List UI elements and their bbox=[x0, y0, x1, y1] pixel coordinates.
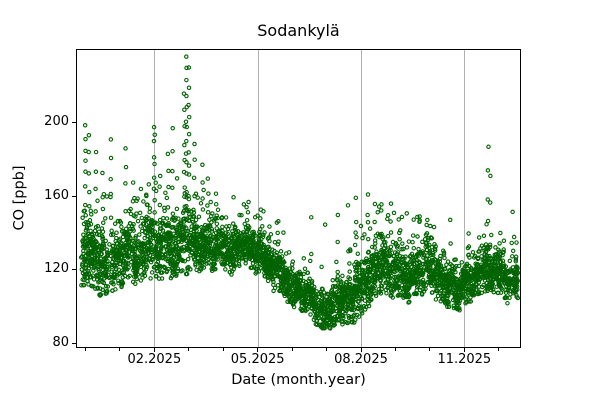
x-tick-minor bbox=[498, 348, 500, 351]
y-tick-label: 80 bbox=[52, 334, 69, 350]
x-tick-minor bbox=[119, 348, 121, 351]
y-tick bbox=[72, 195, 76, 197]
y-tick bbox=[72, 269, 76, 271]
x-tick-major bbox=[153, 348, 155, 352]
x-tick-minor bbox=[326, 348, 328, 351]
x-tick-minor bbox=[429, 348, 431, 351]
y-tick bbox=[72, 122, 76, 124]
plot-area bbox=[76, 49, 521, 348]
x-tick-minor bbox=[394, 348, 396, 351]
x-tick-label: 11.2025 bbox=[437, 352, 492, 367]
x-tick-minor bbox=[222, 348, 224, 351]
y-tick-label: 200 bbox=[44, 114, 69, 130]
x-tick-label: 05.2025 bbox=[230, 352, 285, 367]
y-tick-label: 160 bbox=[44, 187, 69, 203]
y-tick bbox=[72, 342, 76, 344]
x-tick-minor bbox=[188, 348, 190, 351]
chart-title: Sodankylä bbox=[257, 21, 340, 40]
x-tick-label: 02.2025 bbox=[127, 352, 182, 367]
x-tick-major bbox=[463, 348, 465, 352]
x-tick-label: 08.2025 bbox=[334, 352, 388, 367]
x-tick-major bbox=[257, 348, 259, 352]
scatter-canvas bbox=[77, 50, 520, 347]
x-axis-label: Date (month.year) bbox=[231, 372, 366, 388]
x-tick-minor bbox=[291, 348, 293, 351]
y-tick-label: 120 bbox=[44, 261, 69, 277]
x-tick-major bbox=[360, 348, 362, 352]
x-tick-minor bbox=[84, 348, 86, 351]
